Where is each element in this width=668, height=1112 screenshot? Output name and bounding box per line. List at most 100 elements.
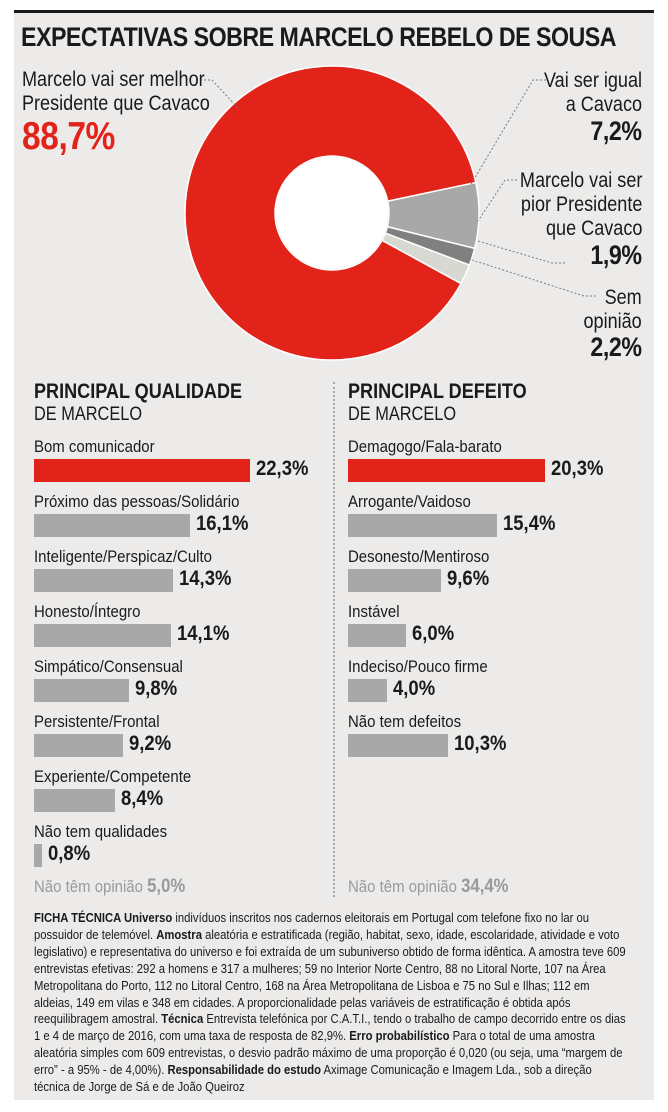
bar-label: Arrogante/Vaidoso bbox=[348, 492, 471, 511]
leader-line-melhor bbox=[200, 79, 239, 109]
tech-text: Para o total de uma amostra aleatória si… bbox=[34, 1028, 623, 1078]
bar-value: 20,3% bbox=[550, 457, 604, 480]
bar bbox=[348, 624, 407, 647]
defects-subtitle: DE MARCELO bbox=[348, 404, 457, 425]
bar-item: Desonesto/Mentiroso 9,6% bbox=[348, 547, 644, 601]
tech-text: aleatória e estratificada (região, habit… bbox=[34, 926, 626, 1027]
bar-item: Persistente/Frontal 9,2% bbox=[34, 712, 330, 766]
leader-line-igual bbox=[469, 79, 546, 187]
bar-label: Desonesto/Mentiroso bbox=[348, 547, 490, 566]
pie-label-igual: Vai ser igual a Cavaco bbox=[544, 69, 642, 117]
tech-text: Aximage Comunicação e Imagem Lda., sob a… bbox=[34, 1062, 592, 1095]
bar-value: 22,3% bbox=[256, 457, 309, 480]
bar-item: Demagogo/Fala-barato 20,3% bbox=[348, 437, 644, 491]
bar bbox=[348, 569, 441, 592]
defects-column: PRINCIPAL DEFEITO DE MARCELO Demagogo/Fa… bbox=[348, 380, 644, 757]
technical-sheet: FICHA TÉCNICA Universo indivíduos inscri… bbox=[34, 910, 626, 1096]
bar-item: Experiente/Competente 8,4% bbox=[34, 767, 330, 821]
bar-value: 0,8% bbox=[47, 842, 90, 865]
bar bbox=[348, 459, 545, 482]
bar-item: Instável 6,0% bbox=[348, 602, 644, 656]
bar-label: Inteligente/Perspicaz/Culto bbox=[34, 547, 212, 566]
bar-value: 10,3% bbox=[453, 732, 507, 755]
defects-title: PRINCIPAL DEFEITO bbox=[348, 380, 527, 403]
pie-value-sem-opiniao: 2,2% bbox=[590, 332, 643, 362]
pie-label-melhor: Marcelo vai ser melhor Presidente que Ca… bbox=[22, 68, 210, 116]
bar-item: Não tem qualidades 0,8% bbox=[34, 822, 330, 876]
bar bbox=[34, 459, 250, 482]
bar bbox=[34, 789, 116, 812]
donut-chart bbox=[184, 65, 596, 361]
bar-value: 4,0% bbox=[392, 677, 435, 700]
bar-value: 8,4% bbox=[121, 787, 164, 810]
no-opinion-label: Não têm opinião bbox=[348, 877, 457, 896]
pie-label-line: Vai ser igual bbox=[543, 69, 642, 92]
bar-item: Indeciso/Pouco firme 4,0% bbox=[348, 657, 644, 711]
bar-label: Bom comunicador bbox=[34, 437, 155, 456]
tech-heading: Técnica bbox=[161, 1011, 204, 1027]
qualities-title: PRINCIPAL QUALIDADE bbox=[34, 380, 243, 403]
bar-item: Bom comunicador 22,3% bbox=[34, 437, 330, 491]
bar-label: Experiente/Competente bbox=[34, 767, 192, 786]
pie-label-sem-opiniao: Sem opinião bbox=[584, 286, 642, 334]
bar-item: Simpático/Consensual 9,8% bbox=[34, 657, 330, 711]
bar-item: Não tem defeitos 10,3% bbox=[348, 712, 644, 766]
bar-label: Não tem defeitos bbox=[348, 712, 462, 731]
no-opinion-label: Não têm opinião bbox=[34, 877, 143, 896]
no-opinion-value: 34,4% bbox=[461, 876, 509, 897]
pie-label-pior: Marcelo vai ser pior Presidente que Cava… bbox=[520, 169, 642, 241]
bar-label: Simpático/Consensual bbox=[34, 657, 183, 676]
bar-value: 6,0% bbox=[412, 622, 455, 645]
bar-value: 14,3% bbox=[178, 567, 231, 590]
tech-heading: Erro probabilístico bbox=[349, 1028, 450, 1044]
bar-value: 16,1% bbox=[195, 512, 249, 535]
bar-value: 9,6% bbox=[446, 567, 490, 590]
pie-label-line: a Cavaco bbox=[565, 93, 642, 116]
bar-label: Não tem qualidades bbox=[34, 822, 168, 841]
tech-heading: Amostra bbox=[156, 926, 202, 942]
pie-label-line: Marcelo vai ser bbox=[519, 169, 642, 192]
pie-label-line: Marcelo vai ser melhor bbox=[22, 68, 205, 91]
bar-value: 9,2% bbox=[129, 732, 172, 755]
pie-value-igual: 7,2% bbox=[590, 116, 643, 146]
bar bbox=[34, 569, 173, 592]
tech-heading: Responsabilidade do estudo bbox=[167, 1062, 321, 1078]
bar bbox=[348, 514, 498, 537]
defects-no-opinion: Não têm opinião 34,4% bbox=[348, 876, 509, 898]
pie-slice-melhor bbox=[184, 65, 477, 361]
no-opinion-value: 5,0% bbox=[147, 876, 186, 897]
bar bbox=[34, 514, 190, 537]
bar-label: Persistente/Frontal bbox=[34, 712, 160, 731]
pie-label-line: Sem bbox=[604, 286, 642, 309]
column-divider bbox=[333, 382, 335, 897]
bar bbox=[34, 844, 42, 867]
bar bbox=[34, 624, 171, 647]
leader-line-pior bbox=[477, 179, 517, 222]
bar-label: Instável bbox=[348, 602, 400, 621]
bar-value: 9,8% bbox=[134, 677, 178, 700]
bar-value: 15,4% bbox=[503, 512, 556, 535]
pie-label-line: Presidente que Cavaco bbox=[22, 92, 210, 115]
pie-value-melhor: 88,7% bbox=[22, 115, 115, 158]
bar bbox=[34, 679, 129, 702]
top-rule bbox=[14, 10, 654, 13]
bar-label: Próximo das pessoas/Solidário bbox=[34, 492, 240, 511]
leader-line-pior-low bbox=[477, 240, 565, 264]
tech-text: indivíduos inscritos nos cadernos eleito… bbox=[34, 910, 590, 942]
donut-hole bbox=[276, 157, 388, 269]
bar-item: Arrogante/Vaidoso 15,4% bbox=[348, 492, 644, 546]
bar-item: Honesto/Íntegro 14,1% bbox=[34, 602, 330, 656]
bar-label: Honesto/Íntegro bbox=[34, 602, 141, 621]
tech-text: Entrevista telefónica por C.A.T.I., tend… bbox=[34, 1011, 626, 1044]
qualities-no-opinion: Não têm opinião 5,0% bbox=[34, 876, 185, 898]
bar bbox=[34, 734, 124, 757]
bar-label: Indeciso/Pouco firme bbox=[348, 657, 488, 676]
bar bbox=[348, 734, 448, 757]
pie-label-line: pior Presidente bbox=[520, 193, 642, 216]
qualities-column: PRINCIPAL QUALIDADE DE MARCELO Bom comun… bbox=[34, 380, 330, 867]
bar-item: Inteligente/Perspicaz/Culto 14,3% bbox=[34, 547, 330, 601]
pie-value-pior: 1,9% bbox=[590, 240, 643, 270]
bar bbox=[348, 679, 387, 702]
leader-line-sem-opiniao bbox=[465, 257, 596, 297]
